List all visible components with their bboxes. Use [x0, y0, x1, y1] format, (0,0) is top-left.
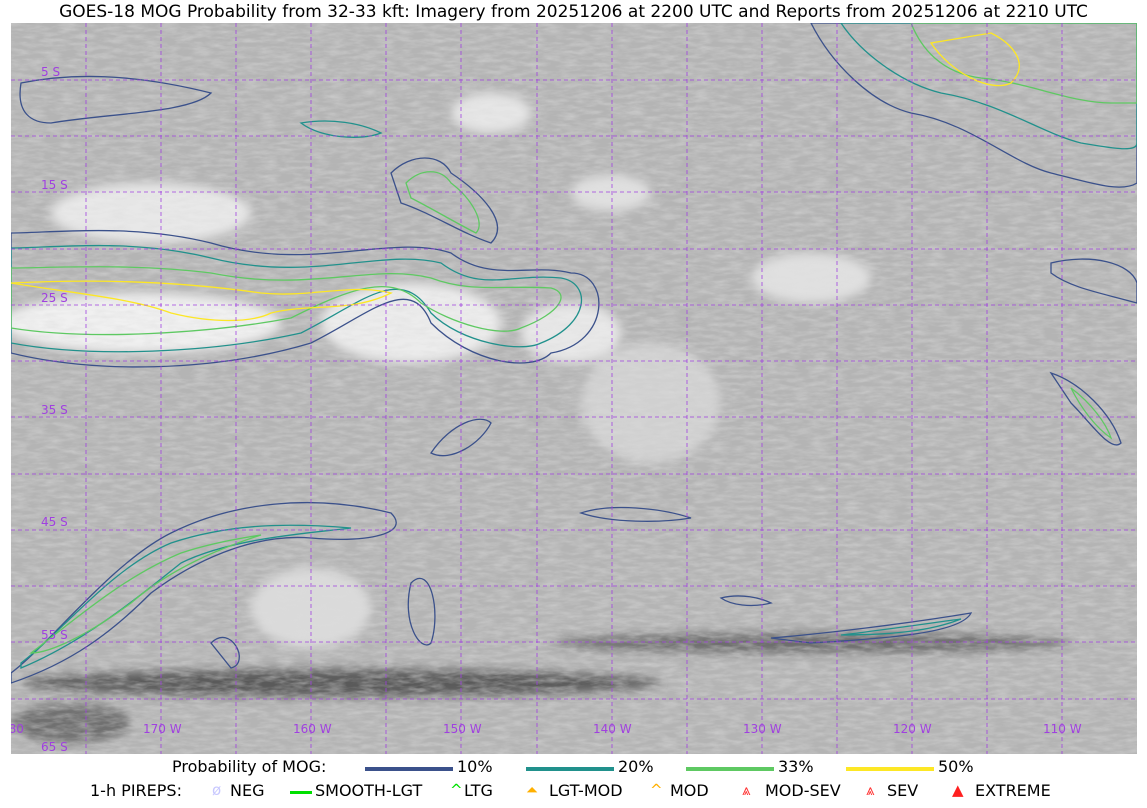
probability-contours [11, 23, 1137, 684]
lat-label: 65 S [41, 740, 68, 754]
contour-10 [19, 75, 213, 124]
contour-20 [20, 524, 352, 669]
contour-10 [810, 23, 1137, 188]
latitude-labels: 5 S 15 S 25 S 35 S 45 S 55 S 65 S [41, 65, 68, 754]
pirep-label-sev: SEV [887, 781, 919, 800]
lon-label: 180 [11, 722, 24, 736]
mod-sev-symbol-icon: ⩓ [742, 781, 751, 799]
legend-swatch-50 [846, 767, 934, 771]
pirep-label-ltg: LTG [464, 781, 493, 800]
contour-20 [840, 23, 1137, 150]
contour-33 [405, 171, 480, 234]
satellite-map: 5 S 15 S 25 S 35 S 45 S 55 S 65 S 180 17… [11, 23, 1137, 754]
lon-label: 160 W [293, 722, 332, 736]
lat-label: 55 S [41, 628, 68, 642]
contour-10 [578, 506, 692, 522]
lat-label: 5 S [41, 65, 60, 79]
pirep-label-extreme: EXTREME [975, 781, 1051, 800]
lon-label: 140 W [593, 722, 632, 736]
contour-20 [840, 618, 962, 636]
contour-10 [210, 636, 240, 669]
ltg-symbol-icon: ^ [450, 781, 463, 799]
lon-label: 130 W [743, 722, 782, 736]
contour-10 [11, 229, 600, 368]
contour-10 [11, 501, 397, 684]
legend-label-50: 50% [938, 757, 974, 776]
mod-symbol-icon: ^ [650, 781, 663, 799]
legend-label-20: 20% [618, 757, 654, 776]
legend-swatch-10 [365, 767, 453, 771]
lon-label: 150 W [443, 722, 482, 736]
contour-33 [1070, 387, 1113, 440]
lon-label: 120 W [893, 722, 932, 736]
lon-label: 170 W [143, 722, 182, 736]
neg-symbol-icon: ø [212, 781, 222, 799]
lat-label: 35 S [41, 403, 68, 417]
extreme-symbol-icon: ▲ [952, 781, 964, 799]
contour-10 [430, 418, 492, 457]
contour-10 [770, 612, 973, 644]
pirep-label-smooth-lgt: SMOOTH-LGT [315, 781, 423, 800]
contour-10 [390, 157, 498, 244]
pirep-label-mod-sev: MOD-SEV [765, 781, 841, 800]
legend-label-10: 10% [457, 757, 493, 776]
pireps-legend: 1-h PIREPS: ø NEG SMOOTH-LGT ^ LTG ⏶ LGT… [0, 781, 1147, 803]
probability-legend-title: Probability of MOG: [172, 757, 327, 776]
pirep-label-neg: NEG [230, 781, 265, 800]
map-title: GOES-18 MOG Probability from 32-33 kft: … [59, 2, 1088, 22]
latitude-gridlines [11, 79, 1137, 700]
texture-overlay [11, 23, 1137, 754]
contour-33 [910, 23, 1137, 104]
contour-50 [929, 32, 1020, 87]
lat-label: 45 S [41, 515, 68, 529]
contour-33 [29, 534, 262, 654]
legend-swatch-20 [526, 767, 614, 771]
pireps-legend-title: 1-h PIREPS: [90, 781, 182, 800]
pirep-label-lgt-mod: LGT-MOD [549, 781, 623, 800]
sev-symbol-icon: ⩓ [866, 781, 875, 799]
contour-10 [719, 595, 773, 607]
lat-label: 25 S [41, 291, 68, 305]
contour-10 [1049, 371, 1122, 446]
lon-label: 110 W [1043, 722, 1082, 736]
smooth-lgt-symbol-icon [290, 791, 312, 794]
legend-swatch-33 [686, 767, 774, 771]
probability-legend: Probability of MOG: 10% 20% 33% 50% [0, 757, 1147, 779]
contour-20 [299, 120, 383, 138]
longitude-gridlines [85, 23, 1063, 754]
lgt-mod-symbol-icon: ⏶ [526, 781, 539, 799]
lat-label: 15 S [41, 178, 68, 192]
pirep-label-mod: MOD [670, 781, 709, 800]
contour-33 [11, 266, 562, 336]
contour-10 [407, 577, 436, 646]
legend-label-33: 33% [778, 757, 814, 776]
longitude-labels: 180 170 W 160 W 150 W 140 W 130 W 120 W … [11, 722, 1082, 736]
contour-10 [1050, 258, 1137, 304]
